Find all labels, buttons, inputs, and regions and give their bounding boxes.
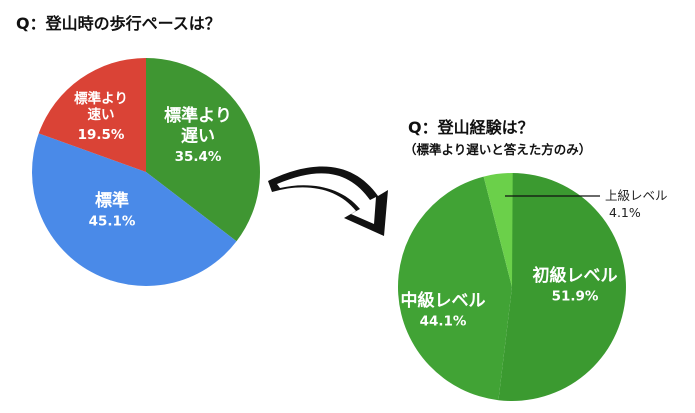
pie2-slice-0 [498, 173, 626, 401]
chart2-subtitle: （標準より遅いと答えた方のみ） [404, 142, 592, 157]
chart2-title: Q：登山経験は？ [408, 118, 534, 137]
pie2-value-1: 44.1% [420, 314, 467, 330]
pie2-label-1: 中級レベル [401, 290, 486, 311]
pie1-label-1: 標準 [95, 190, 129, 211]
pie2-slice-1 [397, 176, 512, 401]
pie2-slice-2 [483, 172, 513, 287]
arrow-highlight [277, 173, 376, 224]
pie1-label-2: 標準より速い [74, 90, 128, 123]
pie1-value-1: 45.1% [89, 214, 136, 230]
pie1-value-2: 19.5% [78, 127, 125, 143]
pie-chart-walking-pace: 標準より遅い 35.4% 標準 45.1% 標準より速い 19.5% [32, 58, 260, 286]
curved-arrow-icon [268, 166, 388, 236]
pie2-value-0: 51.9% [552, 289, 599, 305]
chart1-title: Q：登山時の歩行ペースは？ [16, 14, 221, 33]
pie2-value-2: 4.1% [609, 205, 641, 220]
pie1-label-0: 標準より遅い [164, 105, 232, 146]
pie-chart-climbing-experience: 初級レベル 51.9% 中級レベル 44.1% 上級レベル 4.1% [397, 172, 668, 401]
pie2-label-2: 上級レベル [605, 188, 668, 203]
pie2-label-0: 初級レベル [533, 265, 618, 286]
pie1-slice-2 [38, 58, 146, 172]
pie1-value-0: 35.4% [175, 149, 222, 165]
pie1-slice-1 [32, 133, 237, 286]
pie1-slice-0 [146, 58, 260, 242]
